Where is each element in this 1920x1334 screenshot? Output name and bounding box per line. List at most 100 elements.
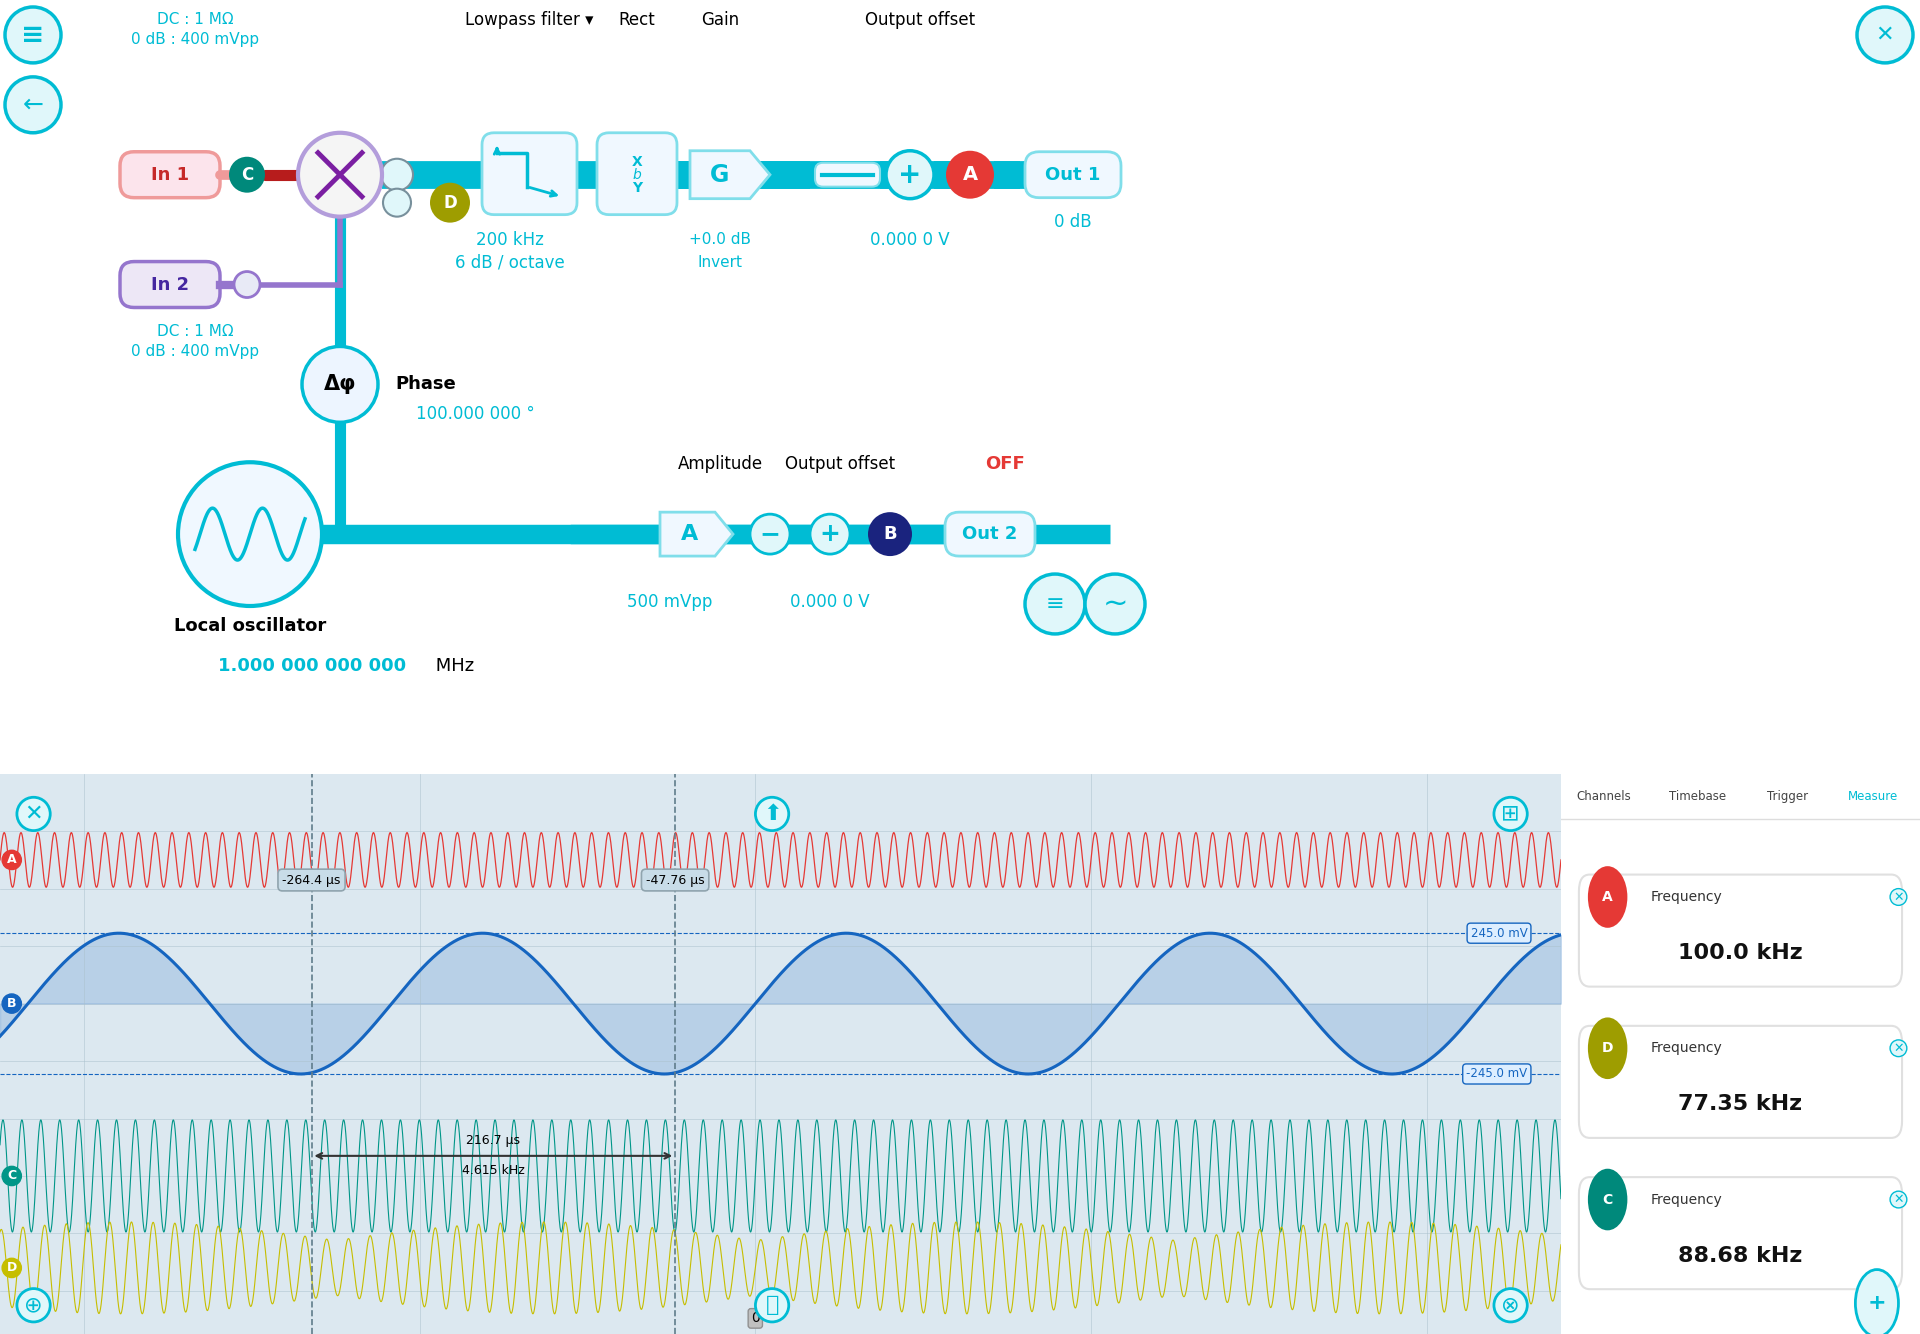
Circle shape <box>1588 866 1628 928</box>
Text: 88.68 kHz: 88.68 kHz <box>1678 1246 1803 1266</box>
Text: -264.4 µs: -264.4 µs <box>282 874 340 887</box>
Circle shape <box>1855 1270 1899 1334</box>
Text: B: B <box>8 996 17 1010</box>
Text: 0 dB: 0 dB <box>1054 212 1092 231</box>
Text: MHz: MHz <box>430 656 474 675</box>
Text: -47.76 µs: -47.76 µs <box>645 874 705 887</box>
Text: Trigger: Trigger <box>1766 790 1809 803</box>
Text: ⊕: ⊕ <box>25 1295 42 1315</box>
Circle shape <box>751 514 789 554</box>
Text: Frequency: Frequency <box>1651 1042 1722 1055</box>
Text: A: A <box>962 165 977 184</box>
Text: Gain: Gain <box>701 11 739 29</box>
Text: 245.0 mV: 245.0 mV <box>1471 927 1528 939</box>
Circle shape <box>301 347 378 423</box>
Text: −: − <box>760 522 781 546</box>
Text: ⊗: ⊗ <box>1501 1295 1521 1315</box>
Text: 0.000 0 V: 0.000 0 V <box>791 594 870 611</box>
Text: ≡: ≡ <box>21 21 44 49</box>
Text: Out 2: Out 2 <box>962 526 1018 543</box>
Text: ←: ← <box>23 93 44 117</box>
Text: ✕: ✕ <box>25 804 42 824</box>
Text: Frequency: Frequency <box>1651 890 1722 904</box>
Text: Lowpass filter ▾: Lowpass filter ▾ <box>465 11 593 29</box>
Text: G: G <box>710 163 730 187</box>
Circle shape <box>382 188 411 216</box>
Circle shape <box>298 133 382 216</box>
Text: Y: Y <box>632 180 641 195</box>
Text: D: D <box>6 1262 17 1274</box>
Text: OFF: OFF <box>985 455 1025 474</box>
FancyBboxPatch shape <box>482 133 578 215</box>
Text: In 1: In 1 <box>152 165 188 184</box>
Text: ✕: ✕ <box>1893 1042 1905 1055</box>
Circle shape <box>1085 574 1144 634</box>
Text: 1.000 000 000 000: 1.000 000 000 000 <box>219 656 407 675</box>
Text: ~: ~ <box>1102 590 1127 619</box>
Text: 0 dB : 400 mVpp: 0 dB : 400 mVpp <box>131 344 259 359</box>
Text: D: D <box>444 193 457 212</box>
Text: +: + <box>1868 1293 1885 1313</box>
Text: 77.35 kHz: 77.35 kHz <box>1678 1094 1803 1114</box>
Circle shape <box>810 514 851 554</box>
Text: X: X <box>632 155 643 168</box>
Text: ≡: ≡ <box>1046 594 1064 614</box>
Text: Timebase: Timebase <box>1668 790 1726 803</box>
Circle shape <box>885 151 933 199</box>
Text: Amplitude: Amplitude <box>678 455 762 474</box>
Circle shape <box>228 156 265 192</box>
FancyBboxPatch shape <box>1578 875 1903 987</box>
Text: ✕: ✕ <box>1893 891 1905 903</box>
Text: Rect: Rect <box>618 11 655 29</box>
Text: ✕: ✕ <box>1876 25 1895 45</box>
Text: 6 dB / octave: 6 dB / octave <box>455 253 564 272</box>
Text: 0 dB : 400 mVpp: 0 dB : 400 mVpp <box>131 32 259 48</box>
Text: A: A <box>8 854 17 866</box>
Text: 0.000 0 V: 0.000 0 V <box>870 231 950 248</box>
FancyBboxPatch shape <box>119 152 221 197</box>
Circle shape <box>1588 1169 1628 1230</box>
Text: C: C <box>240 165 253 184</box>
Circle shape <box>1588 1018 1628 1079</box>
Circle shape <box>6 7 61 63</box>
Text: 216.7 µs: 216.7 µs <box>467 1134 520 1147</box>
Circle shape <box>234 272 259 297</box>
Circle shape <box>6 77 61 133</box>
FancyBboxPatch shape <box>814 163 879 187</box>
FancyArrow shape <box>689 151 770 199</box>
Text: Frequency: Frequency <box>1651 1193 1722 1206</box>
Circle shape <box>380 159 413 191</box>
Text: ⏸: ⏸ <box>766 1295 780 1315</box>
Text: Output offset: Output offset <box>864 11 975 29</box>
Circle shape <box>179 463 323 606</box>
Text: ✕: ✕ <box>1893 1193 1905 1206</box>
Text: DC : 1 MΩ: DC : 1 MΩ <box>157 324 234 339</box>
Text: C: C <box>1603 1193 1613 1206</box>
Text: Local oscillator: Local oscillator <box>175 616 326 635</box>
Text: Channels: Channels <box>1576 790 1632 803</box>
Text: A: A <box>1603 890 1613 904</box>
Text: A: A <box>682 524 699 544</box>
FancyBboxPatch shape <box>1578 1177 1903 1289</box>
Text: +0.0 dB: +0.0 dB <box>689 232 751 247</box>
Circle shape <box>868 512 912 556</box>
FancyBboxPatch shape <box>945 512 1035 556</box>
Text: ⊞: ⊞ <box>1501 804 1521 824</box>
Text: In 2: In 2 <box>152 276 188 293</box>
Circle shape <box>1025 574 1085 634</box>
Text: +: + <box>899 160 922 188</box>
Text: 100.0 kHz: 100.0 kHz <box>1678 943 1803 963</box>
Text: -245.0 mV: -245.0 mV <box>1467 1067 1528 1081</box>
FancyBboxPatch shape <box>597 133 678 215</box>
FancyBboxPatch shape <box>1578 1026 1903 1138</box>
Text: Phase: Phase <box>396 375 455 394</box>
FancyBboxPatch shape <box>119 261 221 308</box>
Text: +: + <box>820 522 841 546</box>
Text: 100.000 000 °: 100.000 000 ° <box>415 406 534 423</box>
Text: b: b <box>632 168 641 181</box>
Circle shape <box>430 183 470 223</box>
Text: 0: 0 <box>751 1311 760 1326</box>
Text: Measure: Measure <box>1849 790 1899 803</box>
Text: Out 1: Out 1 <box>1044 165 1100 184</box>
Text: DC : 1 MΩ: DC : 1 MΩ <box>157 12 234 28</box>
